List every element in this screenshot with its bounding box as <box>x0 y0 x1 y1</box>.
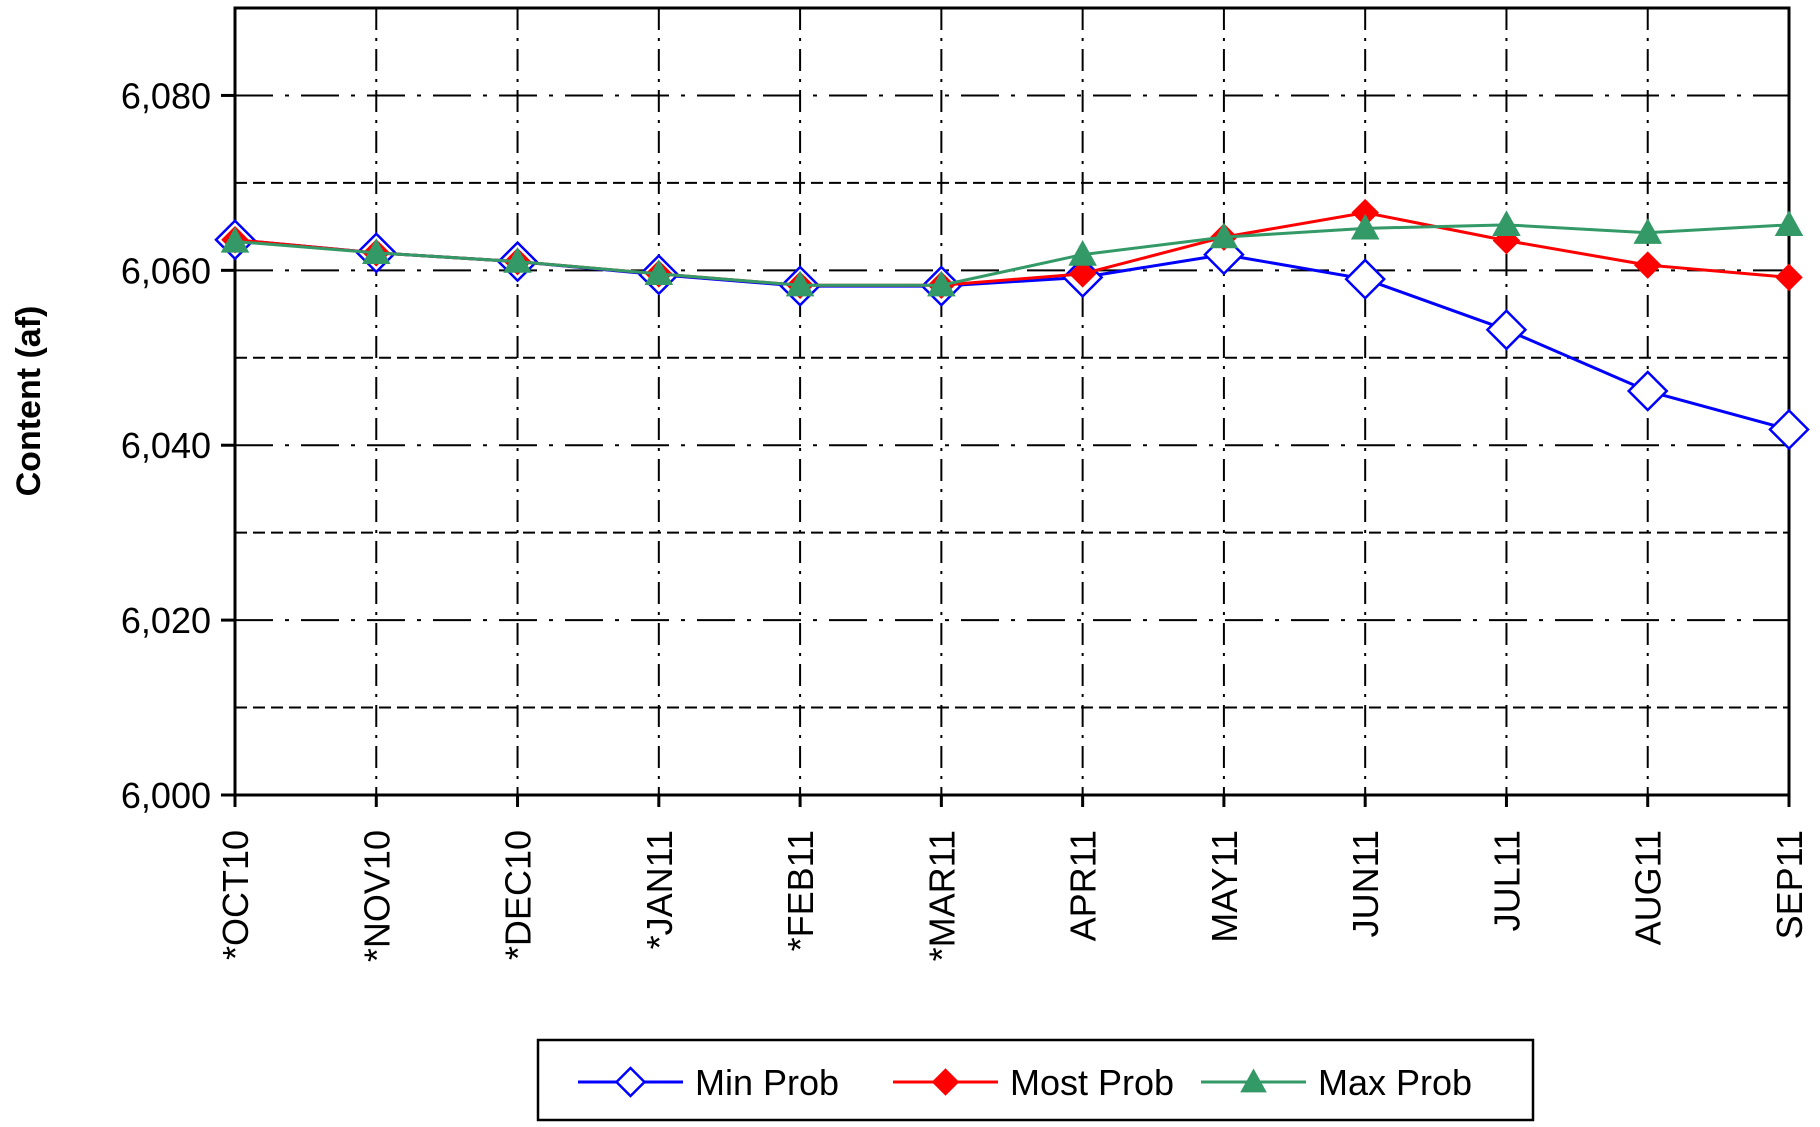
x-tick-label: MAY11 <box>1204 830 1245 943</box>
series-line-most-prob <box>234 211 1790 287</box>
data-point-most-prob <box>1633 251 1662 279</box>
x-tick-label: JUN11 <box>1345 830 1386 937</box>
data-point-max-prob <box>1774 210 1804 237</box>
data-point-max-prob <box>785 270 815 297</box>
x-axis-ticks: *OCT10 *NOV10 *DEC10 *JAN11 *FEB11 *MAR11 APR1… <box>215 795 1810 962</box>
legend-marker-most-prob <box>931 1068 960 1096</box>
series-line-max-prob <box>234 223 1790 287</box>
data-point-max-prob <box>927 270 956 297</box>
legend-box <box>536 1038 1535 1122</box>
data-point-min-prob <box>1768 408 1810 451</box>
x-tick-label: AUG11 <box>1628 830 1669 945</box>
y-tick-label: 6,000 <box>121 775 211 816</box>
series-layer <box>214 198 1810 451</box>
data-point-max-prob <box>1068 240 1097 266</box>
x-tick-label: JUL11 <box>1486 830 1527 931</box>
series-min-prob <box>214 218 1810 451</box>
legend-label-most-prob: Most Prob <box>1010 1062 1174 1103</box>
y-tick-label: 6,020 <box>121 600 211 641</box>
x-tick-label: SEP11 <box>1769 830 1810 939</box>
x-tick-label: *NOV10 <box>356 830 397 962</box>
data-point-max-prob <box>503 247 532 273</box>
x-tick-label: *MAR11 <box>921 830 962 961</box>
legend-label-min-prob: Min Prob <box>695 1062 839 1103</box>
data-point-most-prob <box>1068 260 1097 288</box>
data-point-max-prob <box>1350 213 1380 240</box>
data-point-min-prob <box>1344 258 1386 300</box>
data-point-max-prob <box>1492 210 1521 237</box>
data-point-max-prob <box>361 238 391 264</box>
y-tick-label: 6,060 <box>121 250 211 291</box>
data-point-max-prob <box>644 259 674 285</box>
legend-marker-min-prob <box>614 1066 647 1098</box>
legend-marker-max-prob <box>1240 1068 1267 1093</box>
y-tick-label: 6,040 <box>121 425 211 466</box>
data-point-min-prob <box>1626 370 1669 412</box>
data-point-max-prob <box>1209 222 1239 249</box>
x-tick-label: APR11 <box>1063 830 1104 941</box>
data-point-most-prob <box>1775 263 1803 292</box>
gridlines <box>235 8 1789 795</box>
series-max-prob <box>220 210 1804 297</box>
legend: Min Prob Most Prob Max Prob <box>536 1038 1535 1122</box>
series-line-min-prob <box>234 238 1790 431</box>
data-point-max-prob <box>1633 218 1663 244</box>
x-tick-label: *JAN11 <box>639 830 680 949</box>
x-tick-label: *DEC10 <box>498 830 539 960</box>
y-tick-label: 6,080 <box>121 75 211 116</box>
data-point-min-prob <box>1485 309 1528 351</box>
legend-label-max-prob: Max Prob <box>1318 1062 1472 1103</box>
y-axis-label: Content (af) <box>10 306 48 497</box>
x-tick-label: *FEB11 <box>780 830 821 951</box>
data-point-max-prob <box>220 226 250 253</box>
x-tick-label: *OCT10 <box>215 830 256 960</box>
y-axis-ticks: 6,000 6,020 6,040 6,060 6,080 <box>121 75 235 816</box>
plot-area-frame <box>233 6 1791 797</box>
